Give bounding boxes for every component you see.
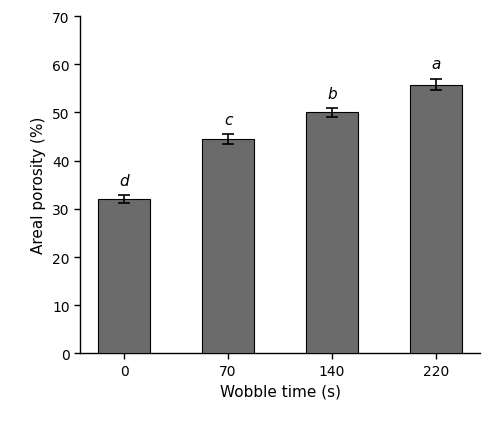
Text: d: d: [120, 174, 129, 189]
Y-axis label: Areal porosity (%): Areal porosity (%): [32, 117, 46, 254]
Bar: [202, 140, 254, 354]
Bar: [410, 85, 462, 354]
Text: c: c: [224, 112, 232, 128]
X-axis label: Wobble time (s): Wobble time (s): [220, 383, 340, 398]
Text: b: b: [327, 86, 337, 102]
Text: a: a: [431, 58, 440, 72]
Bar: [98, 200, 150, 354]
Bar: [306, 113, 358, 354]
